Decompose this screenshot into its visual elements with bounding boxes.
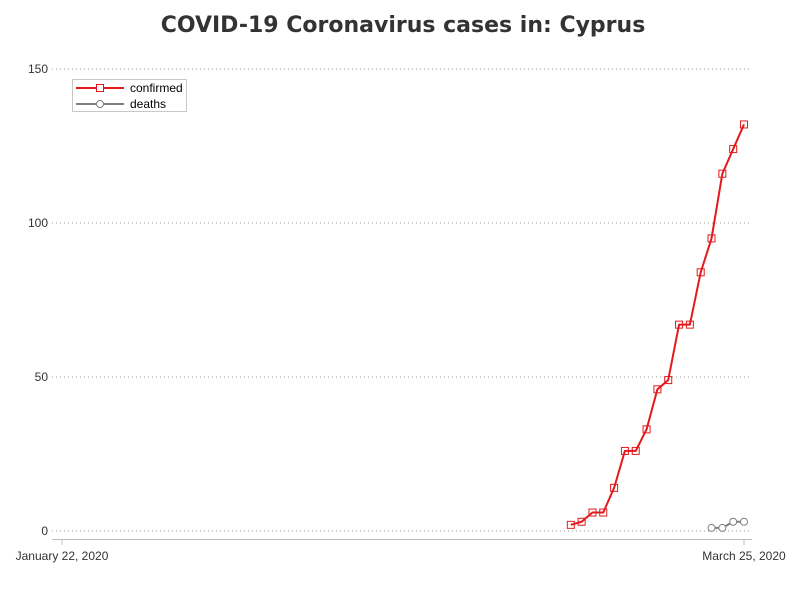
data-point-confirmed <box>642 425 651 434</box>
data-point-deaths <box>707 523 716 532</box>
data-point-confirmed <box>588 508 597 517</box>
data-point-confirmed <box>675 320 684 329</box>
data-point-deaths <box>729 517 738 526</box>
data-point-confirmed <box>707 234 716 243</box>
series-line-deaths <box>711 520 744 529</box>
data-point-confirmed <box>599 508 608 517</box>
data-point-confirmed <box>718 169 727 178</box>
legend-label: confirmed <box>130 81 183 95</box>
legend-label: deaths <box>130 97 166 111</box>
data-point-deaths <box>740 517 748 526</box>
data-point-deaths <box>718 523 727 532</box>
legend-item-deaths: deaths <box>76 97 166 111</box>
series-deaths <box>707 517 748 532</box>
legend-square-marker <box>96 84 104 92</box>
y-tick-label: 0 <box>41 524 48 538</box>
series-line-confirmed <box>570 124 745 526</box>
legend-circle-marker <box>96 100 104 108</box>
series-confirmed <box>566 120 748 529</box>
y-tick-label: 150 <box>28 62 48 76</box>
data-point-confirmed <box>610 483 619 492</box>
legend-item-confirmed: confirmed <box>76 81 183 95</box>
y-tick-label: 100 <box>28 216 48 230</box>
y-tick-label: 50 <box>35 370 49 384</box>
gridlines <box>52 68 752 532</box>
axes: 0 50 100 150 January 22, 2020 March 25, 2020 <box>16 62 786 563</box>
data-point-confirmed <box>631 446 640 455</box>
data-point-confirmed <box>577 517 586 526</box>
x-tick-label: January 22, 2020 <box>16 549 109 563</box>
x-tick-label: March 25, 2020 <box>702 549 786 563</box>
data-point-confirmed <box>566 520 575 529</box>
legend-box <box>72 79 187 112</box>
data-point-confirmed <box>729 145 738 154</box>
data-point-confirmed <box>696 268 705 277</box>
data-point-confirmed <box>664 376 673 385</box>
data-point-confirmed <box>685 320 694 329</box>
series-group <box>566 120 748 532</box>
data-point-confirmed <box>620 446 629 455</box>
data-point-confirmed <box>653 385 662 394</box>
legend: confirmed deaths <box>72 79 187 112</box>
chart-title: COVID-19 Coronavirus cases in: Cyprus <box>161 13 646 38</box>
data-point-confirmed <box>740 120 748 129</box>
